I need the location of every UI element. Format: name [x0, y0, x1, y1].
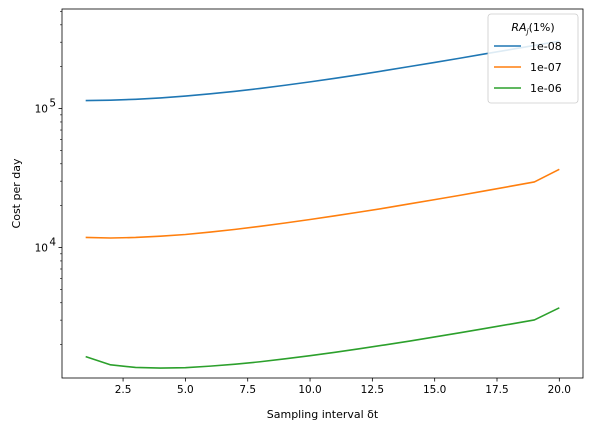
y-axis-label: Cost per day	[10, 158, 23, 228]
y-tick-exponent: 5	[49, 98, 56, 110]
x-axis-label: Sampling interval δt	[267, 408, 379, 421]
series-line-2	[85, 168, 560, 239]
series-layer	[85, 40, 560, 369]
x-tick-label: 2.5	[115, 384, 132, 396]
y-tick-label: 10	[35, 242, 48, 254]
x-tick-label: 5.0	[177, 384, 194, 396]
x-axis: 2.5 5.0 7.5 10.0 12.5 15.0 17.5 20.0	[115, 378, 571, 396]
series-line-3	[85, 307, 560, 369]
legend-entry-label: 1e-08	[530, 40, 562, 53]
y-tick-label: 10	[35, 104, 48, 116]
x-tick-label: 15.0	[423, 384, 446, 396]
x-tick-label: 7.5	[239, 384, 256, 396]
legend-title: RAj(1%)	[511, 21, 554, 36]
legend-box	[487, 13, 579, 104]
series-line-1	[85, 40, 560, 102]
legend-entry-label: 1e-06	[530, 82, 562, 95]
legend-entry-label: 1e-07	[530, 61, 562, 74]
x-tick-label: 10.0	[298, 384, 321, 396]
legend: RAj(1%) 1e-08 1e-07 1e-06	[487, 13, 579, 104]
x-tick-label: 17.5	[485, 384, 508, 396]
x-tick-label: 20.0	[548, 384, 571, 396]
plot-frame	[61, 8, 584, 379]
x-tick-label: 12.5	[361, 384, 384, 396]
y-tick-exponent: 4	[49, 236, 56, 248]
